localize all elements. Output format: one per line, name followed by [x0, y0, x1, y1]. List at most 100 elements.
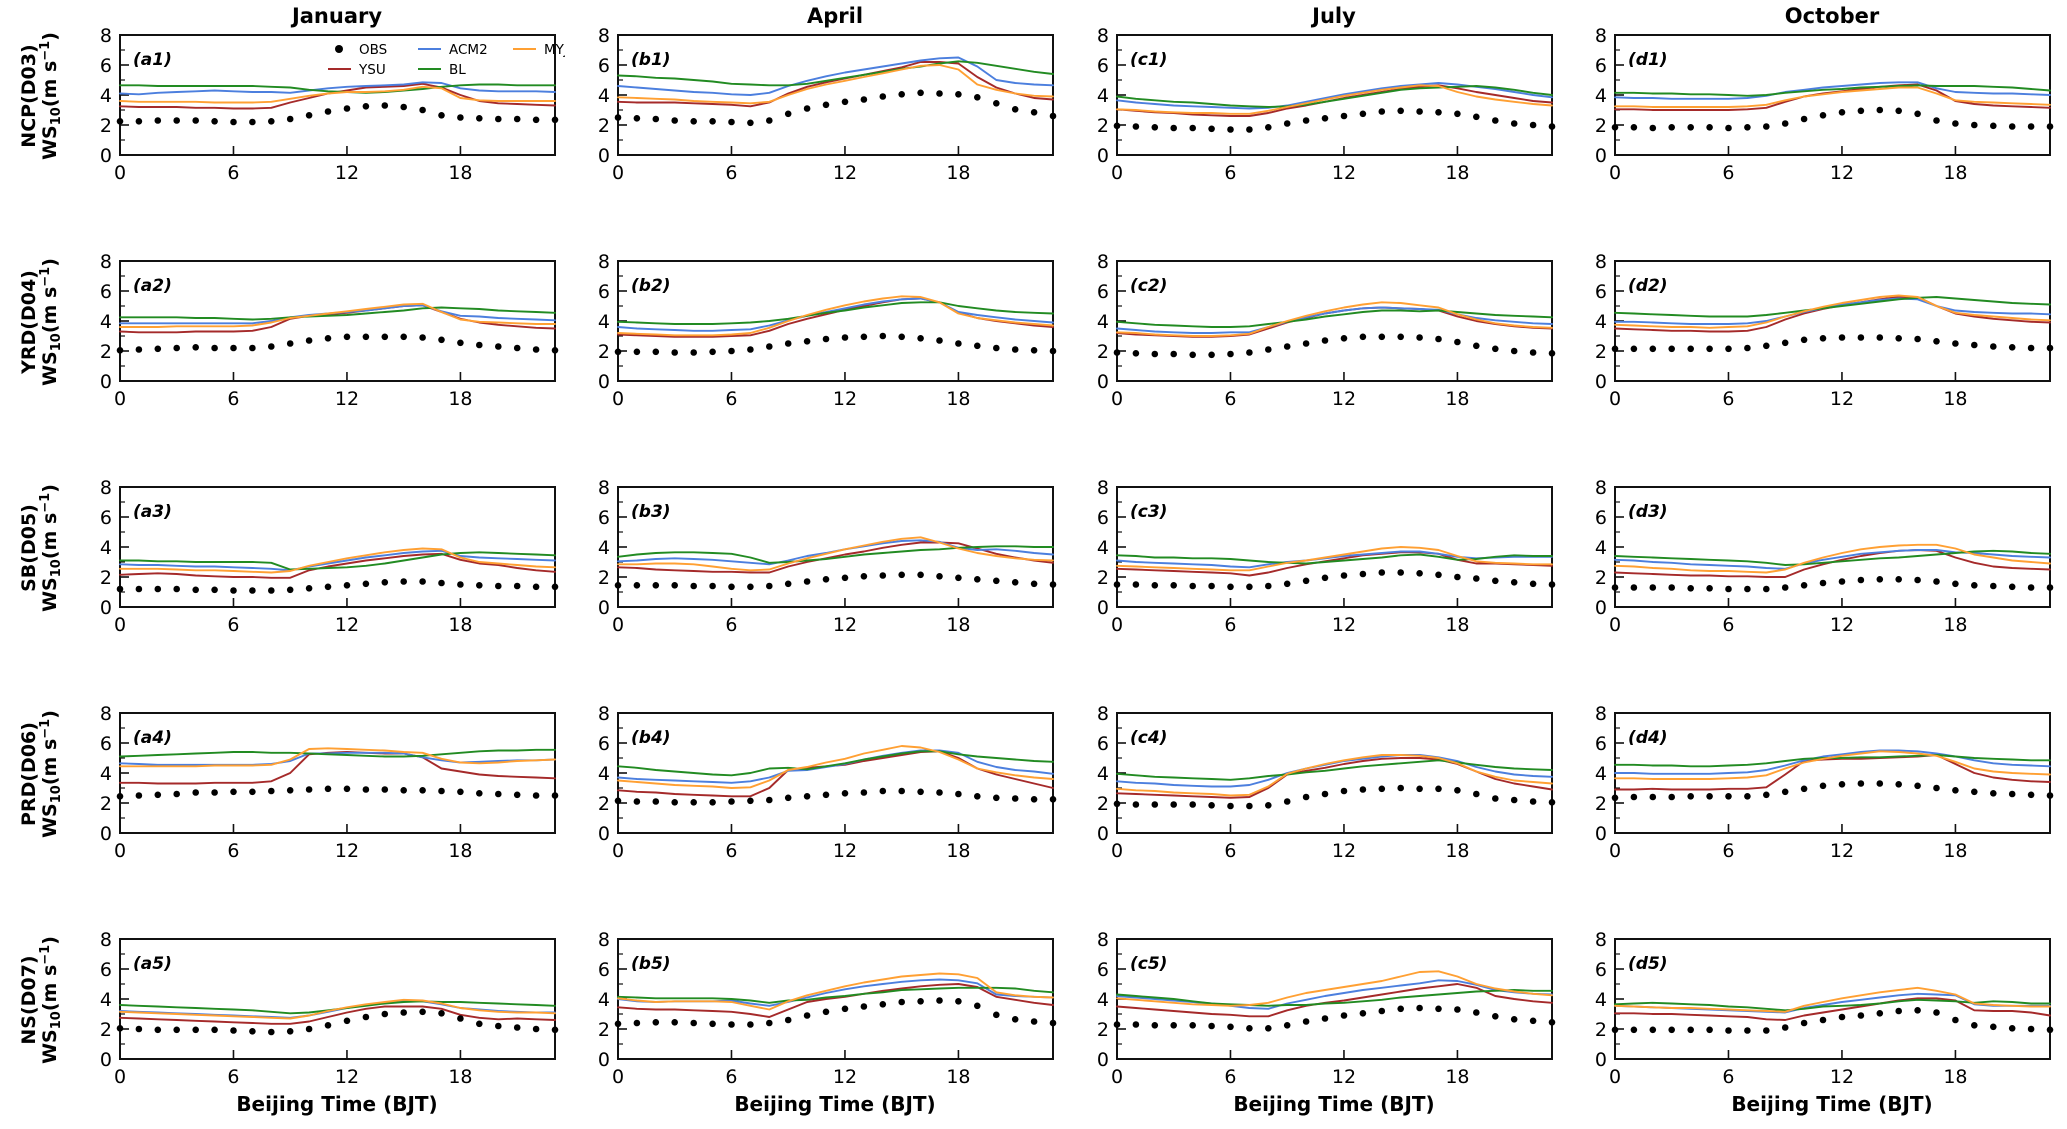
y-tick-label: 0 [100, 823, 112, 845]
obs-dot [898, 333, 905, 341]
obs-dot [633, 1019, 641, 1027]
x-tick-label: 0 [1111, 388, 1123, 410]
panel-plot: 0 6 12 18 0 2 4 6 8 (d3) [1595, 477, 2054, 636]
series-line-acm2 [617, 749, 1054, 784]
y-tick-label: 4 [1097, 311, 1109, 333]
obs-dot [614, 582, 622, 589]
obs-dot [993, 344, 1000, 352]
obs-dot [476, 115, 483, 122]
x-tick-label: 6 [227, 840, 239, 862]
series-line-myj [119, 302, 556, 328]
obs-dot [1492, 795, 1499, 802]
series-line-acm2 [1116, 979, 1553, 1010]
panel-c3: 0 6 12 18 0 2 4 6 8 (c3) [1070, 473, 1562, 645]
obs-dot [936, 997, 943, 1004]
obs-dot [1473, 1009, 1480, 1016]
obs-dot [1208, 351, 1215, 359]
obs-dot [457, 581, 464, 588]
series-line-ysu [1614, 754, 2051, 791]
obs-dot [1340, 112, 1348, 120]
obs-dot [936, 90, 943, 97]
x-tick-label: 0 [1609, 1066, 1621, 1088]
obs-dot [1990, 343, 1997, 350]
column-title-april: April [806, 4, 864, 28]
obs-dot [230, 788, 237, 796]
row-label-ncp-d03: NCP(D03) WS10(m s−1) [13, 1, 67, 191]
y-tick-label: 2 [100, 115, 112, 137]
obs-dot [268, 587, 275, 594]
obs-dot [671, 117, 678, 124]
obs-dot [1151, 1022, 1159, 1029]
obs-dot [513, 1024, 521, 1031]
obs-dot [513, 791, 521, 799]
obs-dot [1208, 802, 1215, 809]
obs-dot [1800, 115, 1808, 123]
obs-dot [495, 115, 502, 123]
obs-dot [1548, 799, 1556, 806]
x-tick-label: 6 [227, 1066, 239, 1088]
obs-dot [879, 572, 887, 579]
obs-dot [1378, 569, 1386, 576]
y-tick-label: 4 [598, 85, 610, 107]
series-line-acm2 [1614, 81, 2051, 100]
obs-dot [917, 335, 924, 342]
obs-dot [1113, 581, 1121, 588]
obs-dot [1744, 124, 1751, 131]
y-tick-label: 4 [1097, 85, 1109, 107]
obs-dot [879, 1001, 887, 1008]
panel-letter-label: (c1) [1130, 50, 1167, 70]
y-tick-label: 2 [100, 567, 112, 589]
y-tick-label: 0 [100, 597, 112, 619]
y-tick-label: 4 [598, 537, 610, 559]
obs-dot [1933, 784, 1940, 792]
obs-dot [1359, 570, 1367, 578]
x-tick-label: 0 [114, 614, 126, 636]
x-axis-label-july: Beijing Time (BJT) [1233, 1092, 1435, 1116]
obs-dot [955, 340, 962, 347]
obs-dot [1895, 107, 1902, 115]
obs-dot [1763, 123, 1770, 130]
panel-plot: 0 6 12 18 0 2 4 6 8 (b1) [598, 25, 1057, 184]
obs-dot [438, 787, 445, 795]
panel-letter-label: (c2) [1130, 276, 1167, 296]
x-tick-label: 18 [1943, 614, 1967, 636]
obs-dot [362, 333, 370, 341]
obs-dot [1800, 336, 1808, 344]
x-tick-label: 6 [227, 162, 239, 184]
obs-dot [343, 105, 351, 112]
obs-dot [135, 585, 143, 593]
obs-dot [1473, 790, 1480, 798]
obs-dot [457, 339, 464, 347]
obs-dot [1838, 334, 1846, 341]
y-tick-label: 4 [1595, 537, 1607, 559]
obs-dot [513, 115, 521, 123]
obs-dot [652, 1019, 660, 1026]
y-tick-label: 2 [1097, 1019, 1109, 1041]
obs-dot [1649, 124, 1657, 132]
plot-frame [1116, 938, 1553, 1060]
obs-dot [1492, 345, 1499, 353]
obs-dot [1473, 575, 1480, 582]
obs-dot [1763, 791, 1770, 799]
obs-dot [1416, 1004, 1423, 1012]
obs-dot [1857, 1012, 1865, 1019]
obs-dot [154, 117, 162, 124]
obs-dot [1876, 576, 1884, 583]
series-line-bl [1116, 759, 1553, 781]
obs-dot [400, 787, 408, 794]
obs-dot [1933, 117, 1940, 124]
y-tick-label: 4 [1097, 537, 1109, 559]
obs-dot [1246, 349, 1253, 356]
obs-dot [1378, 785, 1386, 793]
series-line-myj [1116, 301, 1553, 337]
y-tick-label: 6 [598, 281, 610, 303]
obs-dot [249, 1028, 256, 1035]
series-line-ysu [119, 552, 556, 579]
obs-dot [438, 112, 445, 119]
obs-dot [917, 788, 924, 796]
obs-dot [841, 334, 849, 341]
obs-dot [381, 579, 389, 586]
obs-dot [324, 785, 332, 793]
obs-dot [1725, 585, 1732, 593]
y-tick-label: 6 [1097, 733, 1109, 755]
